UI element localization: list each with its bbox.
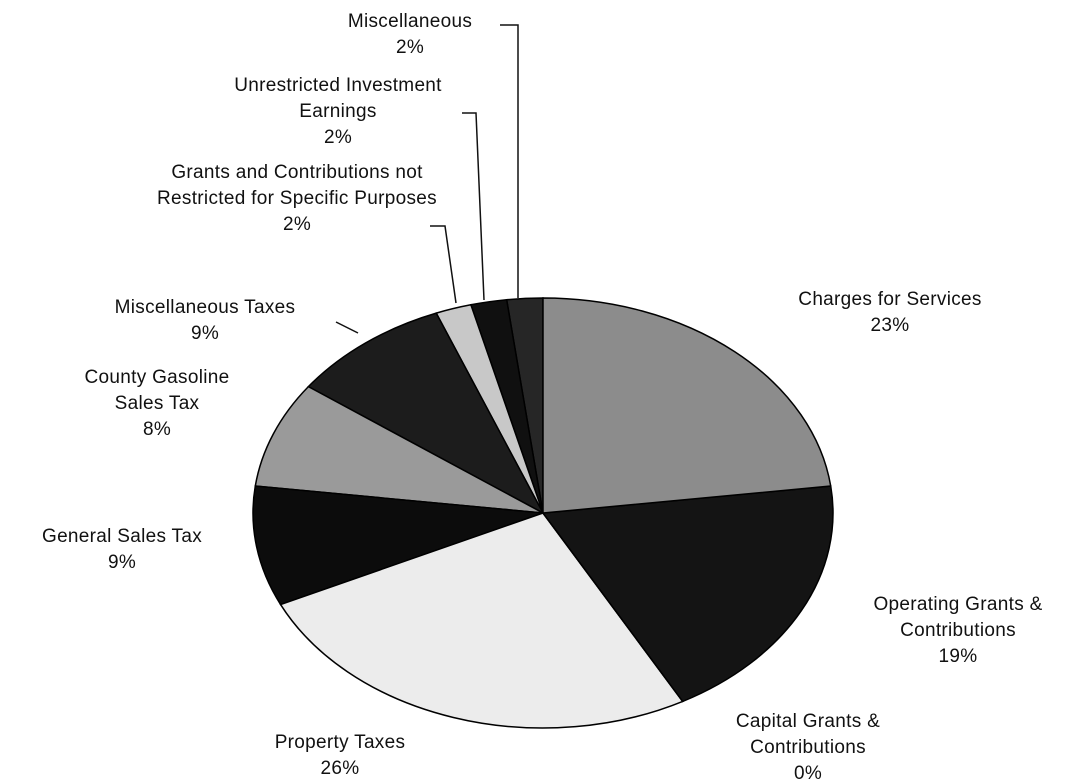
slice-label: County Gasoline Sales Tax 8% [62,365,252,443]
percent-label: 2% [323,127,353,148]
slice-label: General Sales Tax 9% [0,524,252,576]
category-name: Charges for Services [798,289,982,310]
leader-line [500,24,519,298]
percent-label: 23% [870,315,910,336]
slice-label: Miscellaneous 2% [295,9,525,61]
category-name: Grants and Contributions not Restricted … [157,162,437,209]
pie-slice [541,485,834,703]
percent-label: 8% [142,419,172,440]
leader-line [462,112,485,301]
category-name: Capital Grants & Contributions [735,711,881,758]
slice-label: Unrestricted Investment Earnings 2% [203,73,473,151]
category-name: Miscellaneous [347,11,473,32]
percent-label: 0% [793,763,823,783]
slice-label: Grants and Contributions not Restricted … [152,160,442,238]
pie-slice [252,485,544,606]
slice-label: Capital Grants & Contributions 0% [718,709,898,783]
pie-slice [542,297,832,514]
percent-label: 19% [938,646,978,667]
category-name: Miscellaneous Taxes [114,297,296,318]
category-name: Property Taxes [274,732,406,753]
slice-label: Charges for Services 23% [730,287,1050,339]
percent-label: 9% [190,323,220,344]
percent-label: 2% [282,214,312,235]
slice-label: Property Taxes 26% [240,730,440,782]
pie-slice [254,385,544,514]
category-name: Operating Grants & Contributions [873,594,1043,641]
leader-line [430,225,457,304]
leader-line [335,321,359,334]
category-name: Unrestricted Investment Earnings [234,75,442,122]
category-name: County Gasoline Sales Tax [84,367,230,414]
percent-label: 9% [107,552,137,573]
category-name: General Sales Tax [41,526,202,547]
slice-label: Miscellaneous Taxes 9% [65,295,345,347]
percent-label: 2% [395,37,425,58]
pie-slice [307,312,545,515]
slice-label: Operating Grants & Contributions 19% [858,592,1058,670]
percent-label: 26% [320,758,360,779]
